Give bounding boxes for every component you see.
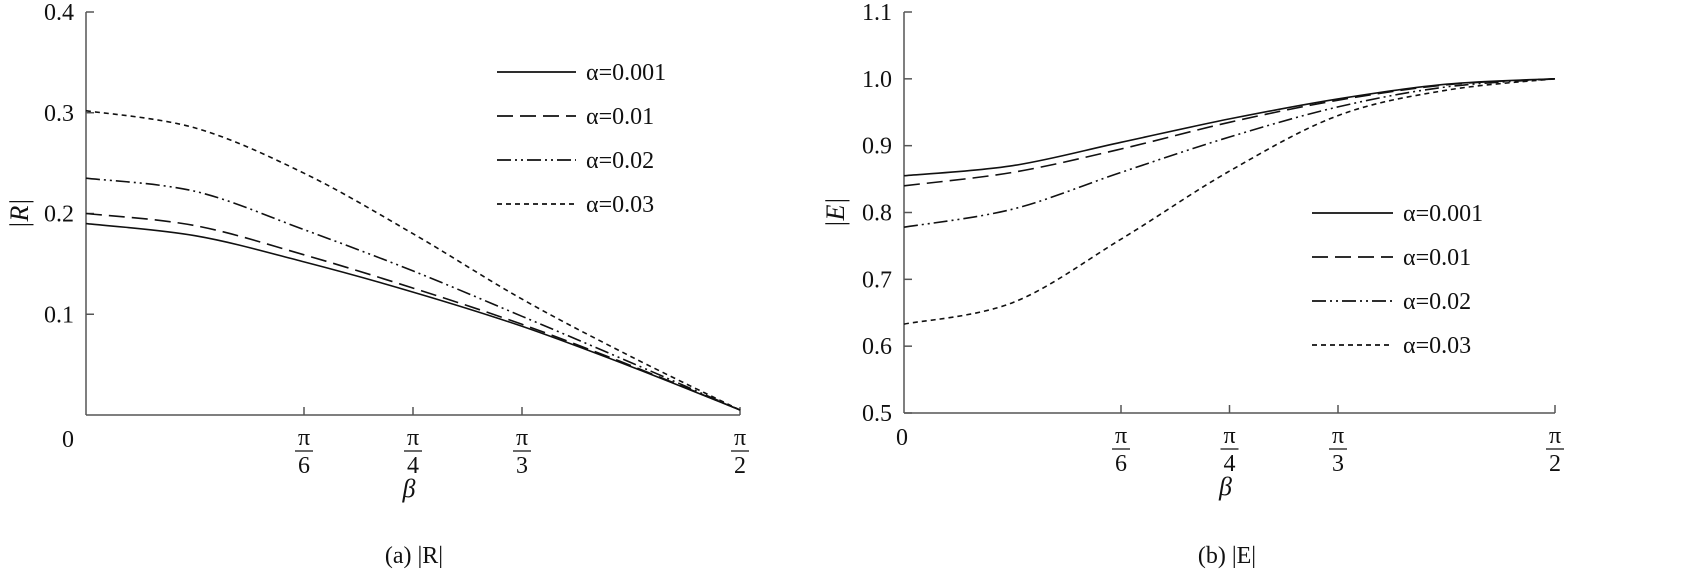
origin-label: 0 xyxy=(62,427,74,453)
x-tick-numerator: π xyxy=(407,425,419,451)
y-tick-label: 0.7 xyxy=(862,267,892,293)
x-tick-numerator: π xyxy=(1549,423,1561,449)
y-tick-label: 0.1 xyxy=(44,302,74,328)
x-tick-numerator: π xyxy=(734,425,746,451)
x-axis-label: β xyxy=(1218,472,1232,501)
x-tick-denominator: 2 xyxy=(1549,451,1561,477)
series-line-3 xyxy=(85,177,741,411)
y-tick-label: 0.3 xyxy=(44,101,74,127)
legend-label-2: α=0.01 xyxy=(1403,245,1471,271)
legend-label-3: α=0.02 xyxy=(586,148,654,174)
y-tick-label: 0.8 xyxy=(862,201,892,227)
y-tick-label: 0.5 xyxy=(862,401,892,427)
series-line-2 xyxy=(85,212,741,411)
x-tick-numerator: π xyxy=(1332,423,1344,449)
y-tick-label: 0.2 xyxy=(44,202,74,228)
panel-caption: (b) |E| xyxy=(1198,543,1256,569)
y-tick-label: 0.4 xyxy=(44,0,74,26)
x-tick-denominator: 4 xyxy=(407,453,419,479)
legend-label-1: α=0.001 xyxy=(1403,201,1483,227)
x-tick-denominator: 3 xyxy=(516,453,528,479)
x-tick-denominator: 3 xyxy=(1332,451,1344,477)
x-tick-denominator: 4 xyxy=(1224,451,1236,477)
x-tick-numerator: π xyxy=(1223,423,1235,449)
legend-label-4: α=0.03 xyxy=(1403,333,1471,359)
series-line-1 xyxy=(903,78,1556,177)
panel-caption: (a) |R| xyxy=(385,543,443,569)
series-line-4 xyxy=(85,109,741,411)
legend-label-3: α=0.02 xyxy=(1403,289,1471,315)
series-line-3 xyxy=(903,78,1556,228)
origin-label: 0 xyxy=(896,425,908,451)
x-tick-numerator: π xyxy=(298,425,310,451)
y-tick-label: 1.0 xyxy=(862,67,892,93)
x-tick-numerator: π xyxy=(516,425,528,451)
y-axis-label: |E| xyxy=(821,197,850,227)
series-line-1 xyxy=(85,222,741,411)
x-tick-denominator: 6 xyxy=(298,453,310,479)
legend-label-4: α=0.03 xyxy=(586,192,654,218)
x-tick-denominator: 2 xyxy=(734,453,746,479)
x-tick-numerator: π xyxy=(1115,423,1127,449)
y-axis-label: |R| xyxy=(5,198,34,228)
series-line-2 xyxy=(903,78,1556,187)
x-axis-label: β xyxy=(402,474,416,503)
legend-label-2: α=0.01 xyxy=(586,104,654,130)
y-tick-label: 0.9 xyxy=(862,134,892,160)
legend-label-1: α=0.001 xyxy=(586,60,666,86)
y-tick-label: 1.1 xyxy=(862,0,892,26)
y-tick-label: 0.6 xyxy=(862,334,892,360)
series-line-4 xyxy=(903,78,1556,325)
x-tick-denominator: 6 xyxy=(1115,451,1127,477)
